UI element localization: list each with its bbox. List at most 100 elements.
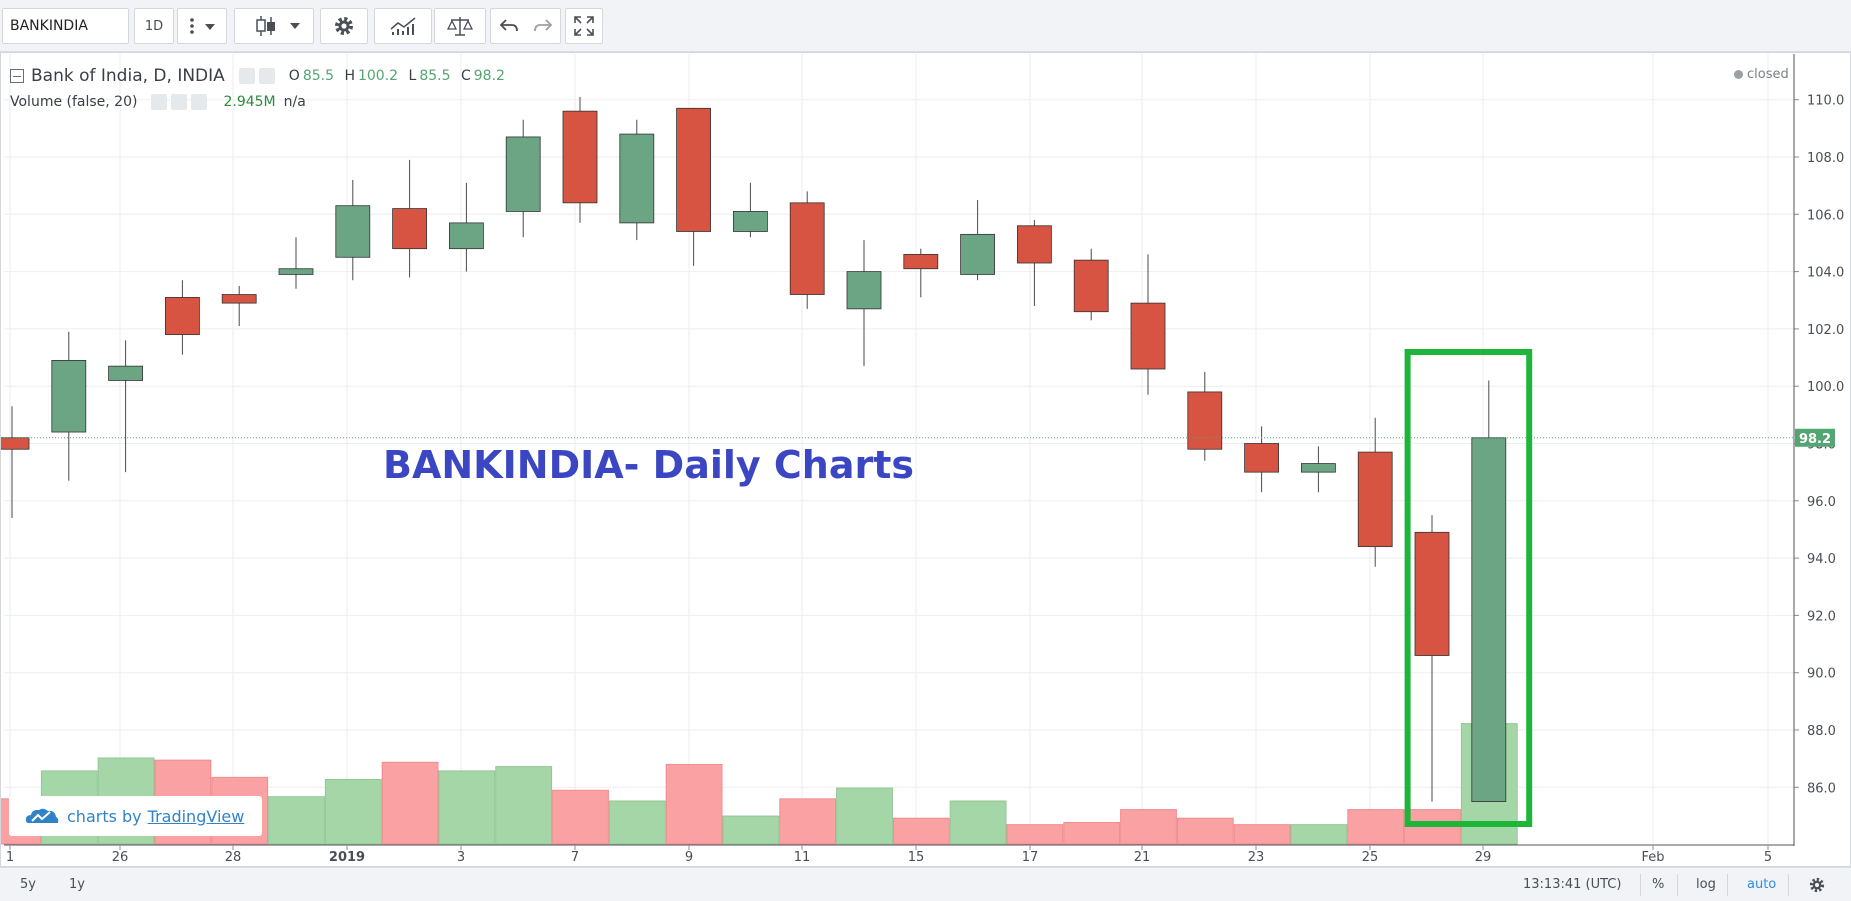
last-price-label: 98.2	[1799, 432, 1831, 447]
candle	[1471, 380, 1507, 803]
collapse-legend-icon[interactable]	[10, 69, 24, 83]
fullscreen-icon	[574, 16, 594, 36]
candles	[1, 96, 1507, 803]
candle	[221, 285, 257, 327]
volume-bar	[552, 789, 609, 845]
volume-bar	[268, 796, 325, 845]
candle-body	[1130, 302, 1166, 370]
candle-body	[1471, 437, 1507, 803]
volume-value: 2.945M	[223, 94, 276, 110]
symbol-search-field[interactable]: BANKINDIA	[2, 8, 129, 44]
price-tick-label: 106.0	[1807, 208, 1844, 223]
redo-icon	[533, 19, 552, 32]
price-chart[interactable]: 86.088.090.092.094.096.098.0100.0102.010…	[1, 53, 1850, 866]
candle	[164, 280, 200, 355]
last-price-label-bg	[1795, 428, 1835, 447]
candle-body	[903, 254, 939, 270]
high-label: H	[344, 68, 355, 84]
candle	[789, 191, 825, 309]
volume-bar	[324, 779, 382, 845]
interval-menu-button[interactable]	[177, 8, 227, 44]
divider	[1727, 874, 1728, 896]
candle-body	[733, 211, 768, 232]
time-tick-label: 25	[1362, 850, 1379, 865]
volume-bar	[1063, 822, 1121, 845]
open-value: 85.5	[302, 68, 334, 84]
indicators-icon	[390, 17, 416, 35]
log-toggle[interactable]: log	[1696, 877, 1716, 892]
highlight-box	[1404, 349, 1533, 827]
time-tick-label: 17	[1022, 850, 1039, 865]
volume-bar	[722, 815, 780, 845]
time-tick-label: 28	[225, 850, 242, 865]
close-value: 98.2	[473, 68, 505, 84]
gear-icon	[335, 17, 353, 35]
candle-body	[1017, 225, 1052, 264]
volume-bar	[665, 763, 723, 845]
candle-body	[846, 271, 882, 310]
candle	[903, 248, 939, 298]
candle-body	[1357, 451, 1393, 548]
candle	[733, 182, 768, 238]
price-tick-label: 108.0	[1807, 151, 1844, 166]
candle-body	[278, 268, 314, 275]
candle-body	[619, 133, 655, 224]
clock-time[interactable]: 13:13:41 (UTC)	[1523, 877, 1622, 892]
divider	[1788, 874, 1789, 896]
candle-body	[335, 205, 371, 258]
interval-text: 1D	[144, 18, 164, 34]
interval-button[interactable]: 1D	[134, 8, 174, 44]
chart-pane[interactable]: 86.088.090.092.094.096.098.0100.0102.010…	[0, 52, 1851, 867]
time-tick-label: 2019	[329, 850, 365, 865]
settings-icon[interactable]	[258, 68, 275, 84]
market-status: closed	[1734, 67, 1789, 82]
candle	[619, 119, 655, 241]
chart-annotation-text[interactable]: BANKINDIA- Daily Charts	[383, 443, 914, 487]
candle-body	[1244, 443, 1279, 473]
tradingview-link[interactable]: TradingView	[147, 806, 245, 826]
ohlc-values: O 85.5 H 100.2 L 85.5 C 98.2	[289, 68, 511, 84]
candle	[505, 119, 541, 238]
redo-button[interactable]	[525, 8, 561, 44]
candle	[392, 159, 428, 278]
candle-body	[676, 107, 711, 232]
divider	[1640, 874, 1641, 896]
candle-body	[1187, 391, 1223, 450]
symbol-text: BANKINDIA	[10, 18, 88, 34]
gear-icon[interactable]	[1808, 876, 1826, 894]
candle	[1, 406, 30, 518]
time-tick-label: 1	[6, 850, 14, 865]
candle-body	[1073, 259, 1109, 313]
fullscreen-button[interactable]	[565, 8, 603, 44]
candle-body	[1301, 463, 1336, 473]
settings-button[interactable]	[320, 8, 368, 44]
volume-bar	[1120, 809, 1177, 845]
volume-bar	[1176, 817, 1234, 845]
tradingview-watermark[interactable]: charts by TradingView	[9, 796, 262, 836]
eye-icon[interactable]	[238, 68, 255, 84]
time-tick-label: 23	[1248, 850, 1265, 865]
candle	[448, 182, 484, 272]
candle	[1414, 515, 1450, 802]
status-dot-icon	[1734, 70, 1743, 79]
range-1y-button[interactable]: 1y	[69, 877, 85, 892]
candle-body	[562, 110, 598, 204]
price-tick-label: 96.0	[1807, 495, 1836, 510]
chart-style-button[interactable]	[234, 8, 314, 44]
price-tick-label: 86.0	[1807, 781, 1836, 796]
price-tick-label: 110.0	[1807, 94, 1844, 109]
auto-scale-toggle[interactable]: auto	[1747, 877, 1777, 892]
indicators-button[interactable]	[374, 8, 432, 44]
range-5y-button[interactable]: 5y	[20, 877, 36, 892]
undo-button[interactable]	[490, 8, 526, 44]
close-icon[interactable]	[191, 94, 208, 110]
compare-button[interactable]	[434, 8, 486, 44]
candle	[108, 340, 143, 473]
settings-icon[interactable]	[171, 94, 188, 110]
percent-toggle[interactable]: %	[1652, 877, 1665, 892]
candle-body	[448, 222, 484, 250]
candle-body	[1414, 531, 1450, 656]
volume-na: n/a	[283, 94, 306, 110]
candle	[335, 179, 371, 281]
eye-icon[interactable]	[151, 94, 168, 110]
